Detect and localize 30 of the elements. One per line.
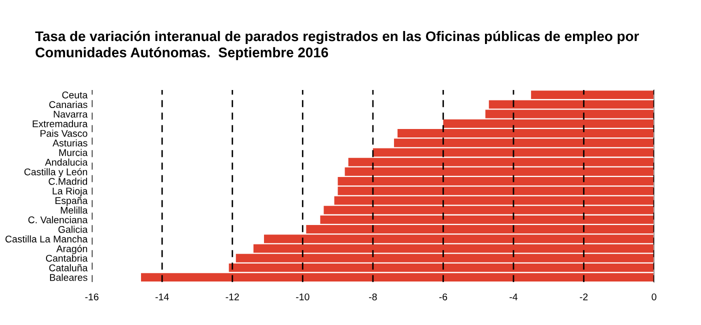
y-tick-label: C. Valenciana [28, 216, 88, 224]
x-tick-label: -16 [85, 293, 98, 300]
x-tick-label: -4 [510, 294, 518, 300]
x-tick-label: -6 [439, 293, 448, 300]
y-tick-label: C.Madrid [48, 178, 88, 185]
x-tick-label: -10 [296, 293, 310, 300]
y-tick-label: Extremadura [32, 120, 88, 128]
x-tick-label: -2 [580, 293, 588, 300]
y-tick-label: La Rioja [52, 187, 88, 196]
y-tick-label: Pais Vasco [40, 130, 88, 137]
y-tick-label: Navarra [54, 110, 88, 118]
y-tick-label: España [55, 197, 88, 206]
y-tick-label: Canarias [49, 100, 88, 108]
y-tick-label: Melilla [60, 206, 88, 214]
y-tick-label: Andalucia [44, 158, 88, 166]
x-tick-label: -8 [369, 293, 377, 300]
y-tick-label: Ceuta [62, 92, 88, 98]
y-tick-label: Asturias [52, 139, 88, 146]
y-tick-label: Galicia [58, 226, 88, 233]
y-tick-label: Castilla y León [24, 168, 88, 178]
x-tick-label: -12 [226, 293, 239, 300]
chart-title: Tasa de variación interanual de parados registrados en las Oficinas públicas de empleo por Comunidades Autónomas. Septiembre 2016 [35, 30, 639, 60]
y-tick-label: Castilla La Mancha [5, 235, 88, 242]
y-tick-label: Cantabria [46, 254, 88, 262]
y-tick-label: Murcia [59, 148, 88, 156]
x-tick-label: 0 [652, 293, 656, 300]
x-tick-label: -14 [156, 294, 169, 300]
y-tick-label: Cataluña [49, 264, 88, 272]
y-tick-label: Baleares [50, 274, 88, 281]
y-tick-label: Aragón [56, 244, 88, 254]
